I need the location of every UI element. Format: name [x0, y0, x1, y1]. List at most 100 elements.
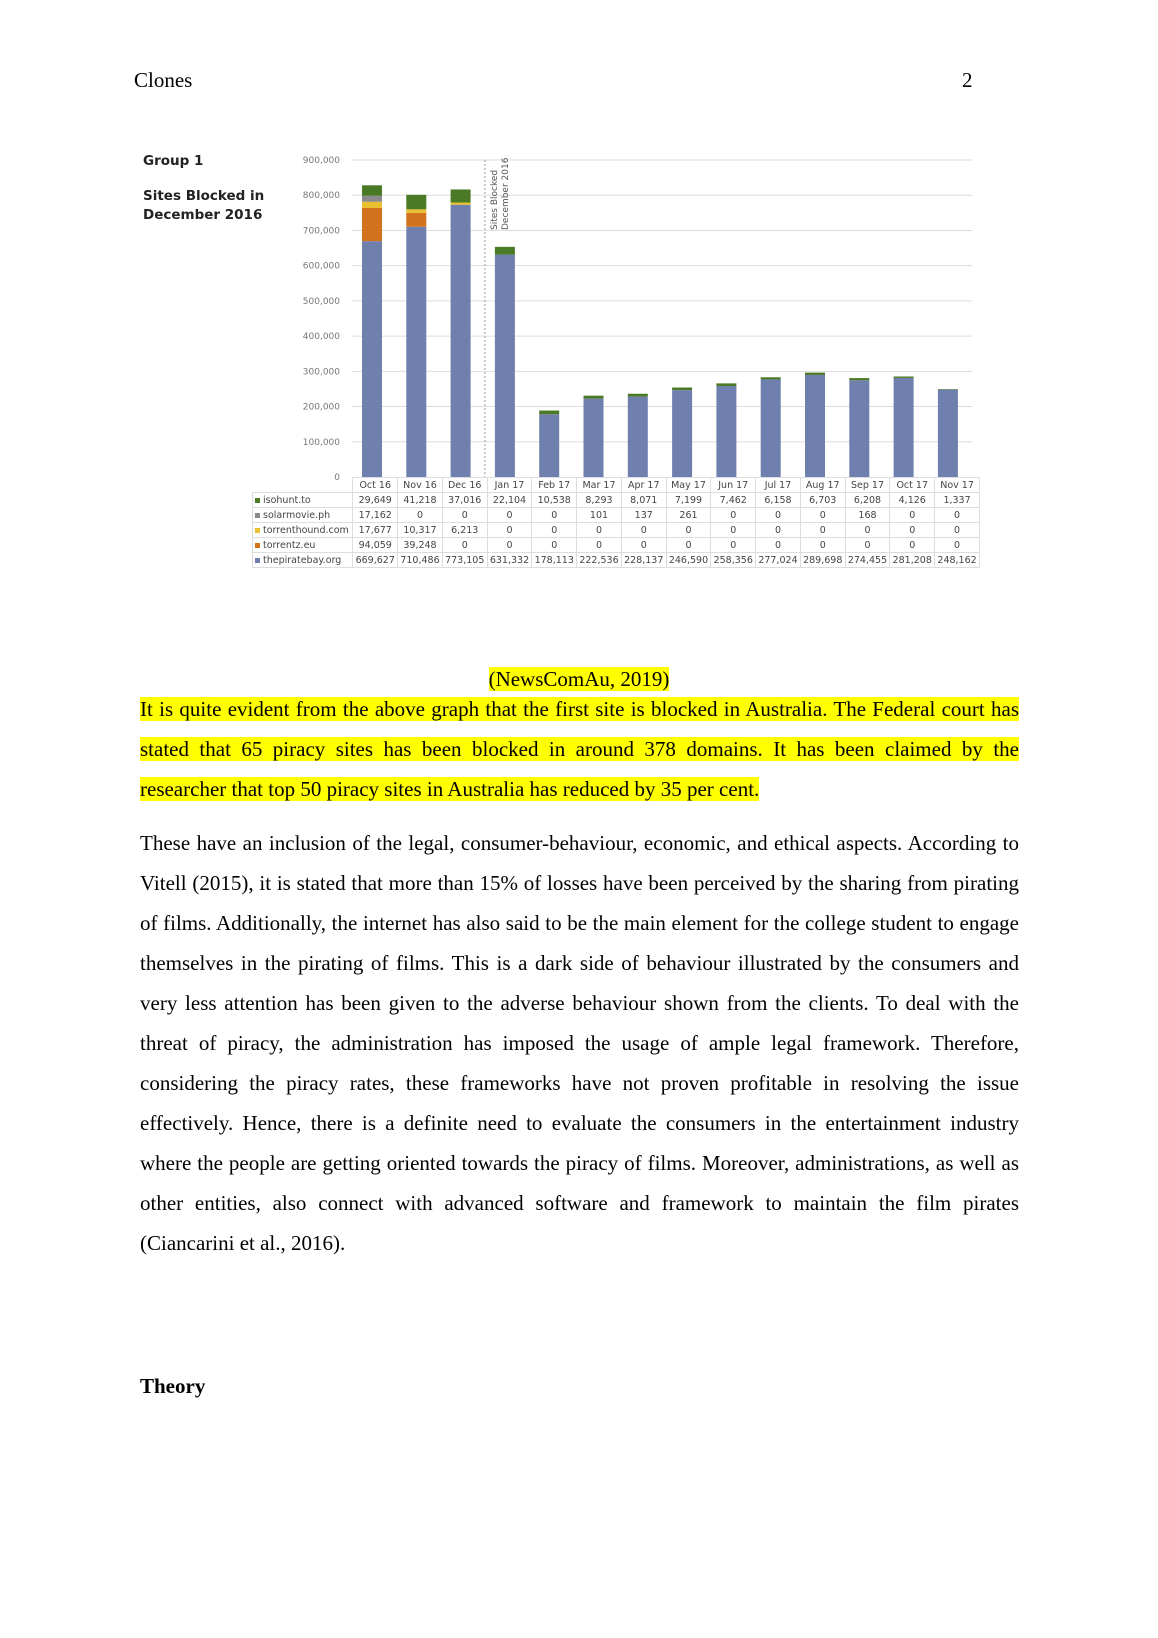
data-label: 281,208: [889, 552, 936, 568]
data-label: 0: [934, 507, 980, 523]
bar-segment-thepiratebay-org: [893, 377, 914, 477]
bar-segment-thepiratebay-org: [937, 389, 958, 477]
data-label: 6,158: [755, 492, 801, 508]
piracy-chart: Group 1 Sites Blocked in December 2016 0…: [130, 145, 980, 575]
bar-segment-isohunt-to: [406, 194, 427, 210]
series-name: solarmovie.ph: [263, 509, 331, 521]
data-label: 22,104: [486, 492, 533, 508]
page-number: 2: [962, 68, 973, 92]
data-label: 773,105: [441, 552, 488, 568]
bar-segment-isohunt-to: [893, 376, 914, 378]
bar-segment-isohunt-to: [672, 387, 693, 391]
data-label: 289,698: [799, 552, 846, 568]
data-label: 17,162: [352, 507, 399, 523]
data-label: 7,462: [710, 492, 757, 508]
data-label: 168: [844, 507, 891, 523]
legend-entry: torrentz.eu: [251, 537, 354, 553]
legend-entry: isohunt.to: [251, 492, 354, 508]
data-label: 0: [889, 522, 936, 538]
annotation-label: December 2016: [501, 157, 511, 230]
table-row: thepiratebay.org 669,627 710,486 773,105 631…: [251, 552, 980, 568]
bar-segment-torrentz-eu: [406, 212, 427, 227]
data-label: 0: [620, 537, 667, 553]
data-label: 0: [710, 522, 757, 538]
data-label: 137: [620, 507, 667, 523]
data-label: 0: [620, 522, 667, 538]
figure-caption: (NewsComAu, 2019): [0, 667, 1158, 692]
legend-entry: torrenthound.com: [251, 522, 354, 538]
bar-segment-thepiratebay-org: [672, 390, 693, 477]
data-label: 0: [710, 537, 757, 553]
data-label: 248,162: [934, 552, 980, 568]
data-label: 0: [934, 537, 980, 553]
legend-entry: thepiratebay.org: [251, 552, 354, 568]
table-header-row: Oct 16 Nov 16 Dec 16 Jan 17 Feb 17 Mar 17 Apr …: [253, 477, 980, 493]
data-label: 29,649: [352, 492, 399, 508]
bar-segment-thepiratebay-org: [583, 398, 604, 477]
y-tick-label: 700,000: [303, 226, 340, 236]
x-tick-label: Jun 17: [710, 477, 757, 493]
data-label: 6,208: [844, 492, 891, 508]
bar-segment-thepiratebay-org: [450, 204, 471, 477]
data-label: 8,071: [620, 492, 667, 508]
bar-segment-isohunt-to: [849, 378, 870, 381]
bar-segment-isohunt-to: [627, 393, 648, 397]
bar-segment-thepiratebay-org: [849, 380, 870, 477]
data-label: 0: [531, 507, 578, 523]
chart-plot: 0 100,000 200,000 300,000 400,000 500,000 600,…: [303, 156, 972, 480]
data-label: 0: [799, 507, 846, 523]
bar-segment-torrenthound-com: [406, 209, 427, 213]
bar-segment-thepiratebay-org: [716, 386, 737, 477]
data-label: 8,293: [576, 492, 622, 508]
bar-segment-isohunt-to: [583, 395, 604, 399]
bar-segment-isohunt-to: [539, 410, 560, 415]
data-label: 0: [397, 507, 443, 523]
x-tick-label: Oct 16: [352, 477, 399, 493]
data-label: 7,199: [665, 492, 712, 508]
legend-swatch: [255, 512, 260, 518]
data-label: 0: [576, 522, 622, 538]
data-label: 0: [486, 522, 533, 538]
data-label: 0: [934, 522, 980, 538]
data-label: 0: [486, 537, 533, 553]
legend-swatch: [255, 527, 260, 533]
bar-segment-isohunt-to: [716, 383, 737, 387]
table-row: isohunt.to 29,649 41,218 37,016 22,104 10,538…: [251, 492, 980, 508]
chart-data-table: Oct 16 Nov 16 Dec 16 Jan 17 Feb 17 Mar 17 Apr …: [251, 477, 980, 568]
x-tick-label: Dec 16: [441, 477, 488, 493]
legend-entry: solarmovie.ph: [251, 507, 354, 523]
data-label: 277,024: [755, 552, 801, 568]
running-header: Clones: [134, 68, 193, 92]
data-label: 0: [665, 522, 712, 538]
data-label: 261: [665, 507, 712, 523]
data-label: 10,538: [531, 492, 578, 508]
data-label: 6,213: [441, 522, 488, 538]
x-tick-label: Nov 17: [934, 477, 980, 493]
series-name: torrentz.eu: [263, 539, 316, 551]
data-label: 39,248: [397, 537, 443, 553]
bar-segment-isohunt-to: [450, 189, 471, 203]
annotation-label: Sites Blocked: [490, 170, 500, 230]
data-label: 228,137: [620, 552, 667, 568]
data-label: 0: [889, 507, 936, 523]
x-tick-label: Mar 17: [576, 477, 622, 493]
data-label: 710,486: [397, 552, 443, 568]
series-name: thepiratebay.org: [263, 554, 342, 566]
series-name: torrenthound.com: [263, 524, 349, 536]
data-label: 0: [531, 537, 578, 553]
data-label: 631,332: [486, 552, 533, 568]
data-label: 101: [576, 507, 622, 523]
y-tick-label: 600,000: [303, 262, 340, 272]
data-label: 0: [844, 537, 891, 553]
y-tick-label: 100,000: [303, 438, 340, 448]
data-label: 37,016: [441, 492, 488, 508]
bar-segment-thepiratebay-org: [805, 374, 825, 477]
data-label: 0: [441, 537, 488, 553]
x-tick-label: Apr 17: [620, 477, 667, 493]
legend-swatch: [255, 542, 260, 548]
data-label: 10,317: [397, 522, 443, 538]
data-label: 1,337: [934, 492, 980, 508]
data-label: 0: [710, 507, 757, 523]
data-label: 0: [889, 537, 936, 553]
data-label: 0: [755, 507, 801, 523]
